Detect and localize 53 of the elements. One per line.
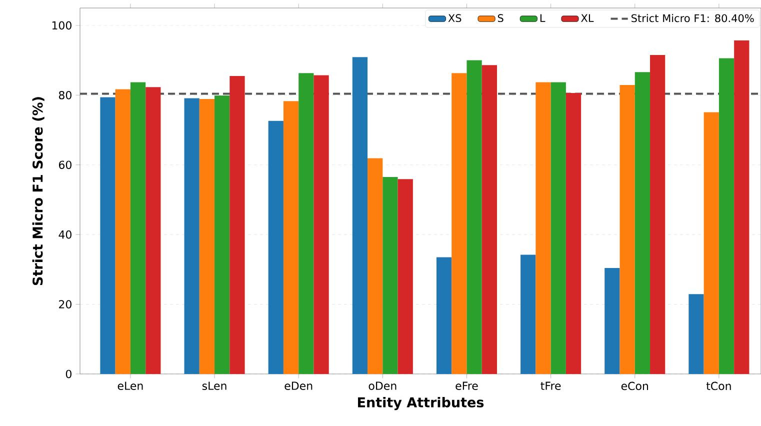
bar [536, 82, 551, 374]
x-tick-label: oDen [368, 382, 396, 390]
y-tick-label: 20 [59, 300, 72, 308]
bar [298, 73, 314, 374]
bar [368, 158, 383, 374]
bar [352, 57, 368, 374]
x-tick-label: tFre [540, 382, 561, 390]
legend-label: Strict Micro F1: 80.40% [632, 14, 754, 22]
x-tick-label: tCon [706, 382, 731, 390]
bar [382, 177, 398, 374]
y-tick-label: 40 [58, 230, 72, 239]
bar [550, 82, 566, 374]
bar [482, 65, 497, 374]
legend-label: XS [448, 14, 462, 22]
y-tick-label: 0 [66, 370, 72, 378]
bar [115, 89, 130, 374]
bar [718, 58, 734, 374]
bar [146, 87, 161, 374]
bar [436, 257, 452, 374]
bar [650, 55, 666, 374]
bar [520, 254, 536, 374]
bar [452, 73, 467, 374]
bar [230, 76, 245, 374]
y-tick-label: 60 [58, 160, 72, 170]
x-tick-label: eFre [456, 382, 478, 390]
bar [199, 98, 215, 374]
bar [130, 82, 146, 374]
bar [604, 268, 620, 374]
legend-label: L [540, 14, 546, 22]
legend-label: S [498, 14, 504, 22]
bar [688, 294, 704, 374]
bar [214, 95, 230, 374]
bar [184, 98, 200, 374]
bar [634, 72, 650, 374]
x-tick-label: eLen [118, 382, 143, 390]
bar [704, 112, 719, 374]
x-axis-title: Entity Attributes [358, 396, 484, 410]
bar [466, 60, 482, 374]
x-tick-label: sLen [202, 382, 226, 390]
bar [398, 179, 413, 374]
y-axis-title: Strict Micro F1 Score (%) [32, 97, 44, 286]
x-tick-label: eDen [284, 382, 312, 390]
x-tick-label: eCon [621, 382, 648, 390]
bar [283, 101, 299, 374]
bar [100, 97, 116, 374]
bar [734, 40, 750, 374]
bar [268, 120, 284, 374]
legend-label: XL [581, 14, 594, 22]
y-tick-label: 80 [58, 90, 72, 100]
bar [314, 75, 329, 374]
bar [620, 85, 635, 374]
y-tick-label: 100 [52, 21, 72, 30]
bar [566, 93, 582, 374]
